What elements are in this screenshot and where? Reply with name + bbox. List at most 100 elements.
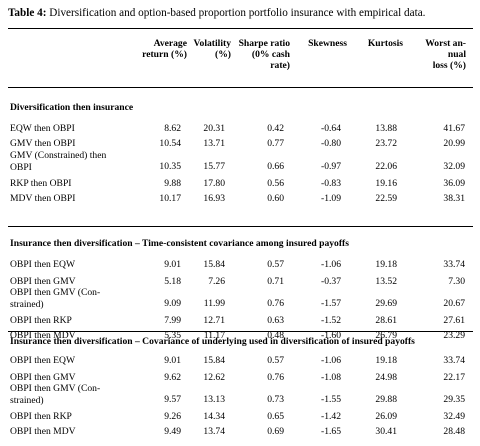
table-cell-col-skewness: -0.64 [321,123,341,134]
table-cell-col-kurtosis: 19.18 [375,355,397,366]
header-line: Kurtosis [367,38,403,49]
row-label: MDV then OBPI [10,193,75,205]
table-cell-col-kurtosis: 30.41 [375,426,397,437]
table-cell-col-worst-annual-loss: 22.17 [443,372,465,383]
table-cell-col-skewness: -1.09 [321,193,341,204]
row-label: OBPI then GMV (Con-strained) [10,383,100,406]
row-label-line: OBPI then GMV [10,276,76,287]
header-line: Skewness [308,38,347,49]
row-label-line: OBPI then MDV [10,426,76,437]
table-cell-col-worst-annual-loss: 20.99 [443,138,465,149]
table-cell-col-skewness: -1.06 [321,259,341,270]
table-cell-col-skewness: -1.65 [321,426,341,437]
table-cell-col-average-return: 9.62 [164,372,181,383]
section-title: Insurance then diversification – Covaria… [10,336,415,347]
table-cell-col-sharpe-ratio: 0.76 [267,298,284,309]
table-cell-col-sharpe-ratio: 0.65 [267,411,284,422]
table-cell-col-skewness: -1.06 [321,355,341,366]
table-cell-col-skewness: -0.80 [321,138,341,149]
table-cell-col-worst-annual-loss: 29.35 [443,394,465,405]
row-label-line: strained) [10,394,44,406]
section-rule [8,331,473,332]
table-cell-col-kurtosis: 19.16 [375,178,397,189]
row-label: OBPI then MDV [10,426,76,438]
table-cell-col-kurtosis: 26.09 [375,411,397,422]
caption-text: Diversification and option-based proport… [46,7,426,19]
header-rule [8,87,473,88]
header-line: Average [153,38,187,49]
table-cell-col-average-return: 9.26 [164,411,181,422]
row-label-line: OBPI then MDV [10,330,76,341]
row-label-line: OBPI then EQW [10,259,76,270]
table-cell-col-volatility: 17.80 [203,178,225,189]
table-cell-col-sharpe-ratio: 0.56 [267,178,284,189]
table-cell-col-sharpe-ratio: 0.57 [267,355,284,366]
table-cell-col-skewness: -1.42 [321,411,341,422]
row-label-line: OBPI [10,161,32,173]
row-label: OBPI then RKP [10,315,72,327]
table-cell-col-worst-annual-loss: 23.29 [443,330,465,341]
table-cell-col-skewness: -0.83 [321,178,341,189]
section-rule [8,226,473,227]
col-average-return-header: Average return (%) [117,38,187,60]
table-cell-col-average-return: 9.09 [164,298,181,309]
table-cell-col-average-return: 7.99 [164,315,181,326]
table-cell-col-worst-annual-loss: 7.30 [448,276,465,287]
table-cell-col-average-return: 10.54 [159,138,181,149]
row-label-line: GMV then OBPI [10,138,76,149]
table-cell-col-kurtosis: 26.79 [375,330,397,341]
row-label-line: strained) [10,298,44,310]
table-cell-col-skewness: -0.37 [321,276,341,287]
table-cell-col-volatility: 11.99 [203,298,225,309]
caption-prefix: Table 4: [8,7,47,19]
top-rule [8,28,473,29]
table-cell-col-worst-annual-loss: 38.31 [443,193,465,204]
row-label: OBPI then EQW [10,355,75,367]
table-cell-col-skewness: -0.97 [321,161,341,172]
col-sharpe-ratio-header: Sharpe ratio (0% cash rate) [220,38,290,72]
table-cell-col-sharpe-ratio: 0.77 [267,138,284,149]
row-label: OBPI then MDV [10,330,76,342]
col-skewness-header: Skewness [287,38,347,49]
row-label-line: OBPI then RKP [10,411,72,422]
table-cell-col-volatility: 15.77 [203,161,225,172]
row-label: OBPI then RKP [10,411,72,423]
header-line: (0% cash [251,49,290,61]
row-label: RKP then OBPI [10,178,71,190]
table-cell-col-kurtosis: 19.18 [375,259,397,270]
table-cell-col-worst-annual-loss: 32.09 [443,161,465,172]
table-cell-col-sharpe-ratio: 0.66 [267,161,284,172]
row-label: GMV then OBPI [10,138,75,150]
table-cell-col-sharpe-ratio: 0.42 [267,123,284,134]
row-label-line: OBPI then GMV (Con- [10,287,101,298]
table-cell-col-skewness: -1.55 [321,394,341,405]
section-title: Insurance then diversification – Time-co… [10,238,349,249]
row-label-line: OBPI then EQW [10,355,76,366]
table-cell-col-sharpe-ratio: 0.57 [267,259,284,270]
row-label-line: RKP then OBPI [10,178,72,189]
row-label: OBPI then GMV [10,276,76,288]
table-cell-col-worst-annual-loss: 32.49 [443,411,465,422]
table-cell-col-kurtosis: 28.61 [375,315,397,326]
table-cell-col-sharpe-ratio: 0.69 [267,426,284,437]
table-cell-col-kurtosis: 29.88 [375,394,397,405]
table-cell-col-average-return: 9.01 [164,259,181,270]
row-label: GMV (Constrained) then OBPI [10,150,106,173]
col-kurtosis-header: Kurtosis [343,38,403,49]
header-line: Volatility [193,38,232,49]
table-cell-col-volatility: 12.62 [203,372,225,383]
table-cell-col-volatility: 15.84 [203,259,225,270]
row-label-line: EQW then OBPI [10,123,75,134]
table-cell-col-average-return: 9.88 [164,178,181,189]
table-cell-col-worst-annual-loss: 41.67 [443,123,465,134]
table-cell-col-skewness: -1.60 [321,330,341,341]
table-cell-col-kurtosis: 13.52 [375,276,397,287]
table-cell-col-volatility: 13.74 [203,426,225,437]
table-cell-col-kurtosis: 22.06 [375,161,397,172]
table-cell-col-average-return: 9.49 [164,426,181,437]
table-cell-col-average-return: 9.57 [164,394,181,405]
table-cell-col-average-return: 10.17 [159,193,181,204]
table-cell-col-volatility: 15.84 [203,355,225,366]
header-line: (%) [215,49,231,61]
table-cell-col-sharpe-ratio: 0.63 [267,315,284,326]
